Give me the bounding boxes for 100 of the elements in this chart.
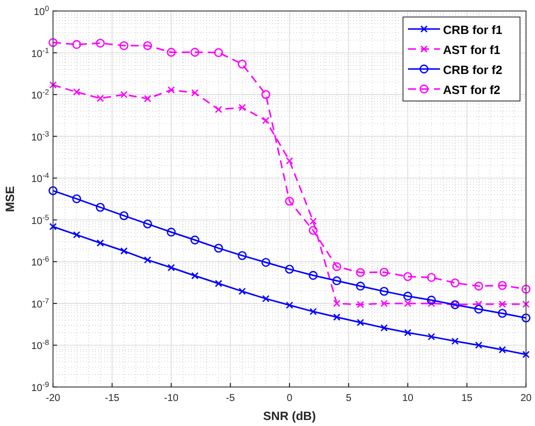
point [238, 104, 246, 112]
point [451, 338, 459, 345]
point [522, 284, 530, 294]
y-tick-label: 10$^{-3}$ [31, 128, 49, 144]
point [214, 106, 222, 114]
point [72, 40, 82, 49]
point [166, 48, 176, 57]
point [238, 288, 246, 295]
point [238, 60, 247, 69]
point [474, 304, 484, 314]
point [286, 302, 294, 309]
point [262, 295, 270, 302]
point [190, 236, 200, 244]
point [214, 48, 223, 58]
point [498, 300, 506, 308]
point [380, 268, 389, 277]
x-axis-title: SNR (dB) [263, 409, 316, 423]
point [191, 89, 199, 96]
y-tick-label: 10$^{-5}$ [31, 212, 49, 227]
y-axis-title: MSE [3, 186, 17, 212]
point [356, 318, 364, 326]
legend-label: AST for f1 [443, 43, 501, 57]
y-tick-label: 10$^{-2}$ [31, 87, 49, 102]
point [191, 272, 199, 280]
point [403, 292, 412, 301]
point [356, 282, 365, 291]
point [308, 226, 318, 235]
x-tick-label: -15 [104, 393, 120, 404]
point [144, 94, 152, 102]
point [475, 300, 482, 308]
y-tick-label: 10$^{0}$ [34, 4, 49, 18]
y-tick-label: 10$^{-6}$ [31, 254, 49, 269]
point [310, 308, 317, 316]
point [144, 256, 152, 264]
point [333, 300, 340, 308]
x-tick-label: -20 [46, 393, 61, 404]
x-tick-label: -5 [226, 393, 236, 404]
point [356, 268, 365, 277]
point [166, 228, 176, 237]
point [96, 94, 104, 102]
x-tick-label: 5 [346, 393, 352, 404]
point [49, 222, 57, 230]
point [474, 282, 484, 291]
x-tick-label: 0 [286, 393, 293, 404]
point [285, 196, 294, 206]
point [96, 202, 105, 212]
point [332, 262, 342, 272]
point [498, 280, 507, 290]
point [404, 328, 412, 336]
point [261, 258, 270, 267]
point [238, 251, 247, 260]
point [308, 270, 318, 280]
point [143, 219, 152, 228]
point [426, 296, 436, 305]
point [190, 48, 200, 57]
point [96, 38, 105, 48]
point [522, 350, 530, 358]
x-tick-label: -10 [164, 393, 179, 404]
point [96, 239, 104, 247]
point [404, 300, 412, 308]
point [498, 308, 507, 318]
point [168, 86, 175, 94]
point [73, 88, 80, 96]
x-tick-label: 10 [402, 393, 414, 404]
point [522, 300, 530, 308]
point [428, 333, 436, 340]
point [168, 264, 175, 272]
legend-label: AST for f2 [443, 83, 501, 97]
point [380, 324, 388, 332]
point [428, 300, 436, 308]
point [72, 194, 82, 204]
point [73, 231, 80, 238]
point [48, 38, 58, 47]
point [214, 280, 222, 288]
legend-label: CRB for f1 [443, 23, 503, 37]
point [380, 286, 389, 296]
point [450, 278, 460, 288]
point [426, 272, 436, 282]
y-tick-label: 10$^{-8}$ [31, 338, 49, 352]
y-tick-label: 10$^{-7}$ [31, 296, 49, 310]
point [48, 186, 58, 196]
point [522, 313, 530, 322]
point [403, 272, 412, 282]
point [356, 300, 364, 308]
y-tick-label: 10$^{-1}$ [31, 45, 49, 60]
point [261, 90, 270, 100]
x-tick-label: 20 [520, 393, 532, 404]
point [332, 276, 342, 286]
y-tick-label: 10$^{-9}$ [31, 380, 49, 394]
point [380, 300, 388, 308]
point [498, 346, 506, 354]
y-tick-label: 10$^{-4}$ [31, 170, 49, 186]
legend-label: CRB for f2 [443, 63, 503, 77]
point [310, 218, 317, 225]
point [214, 244, 223, 253]
point [120, 90, 128, 98]
point [285, 264, 294, 274]
point [475, 342, 482, 349]
point [143, 41, 152, 50]
point [120, 211, 128, 220]
